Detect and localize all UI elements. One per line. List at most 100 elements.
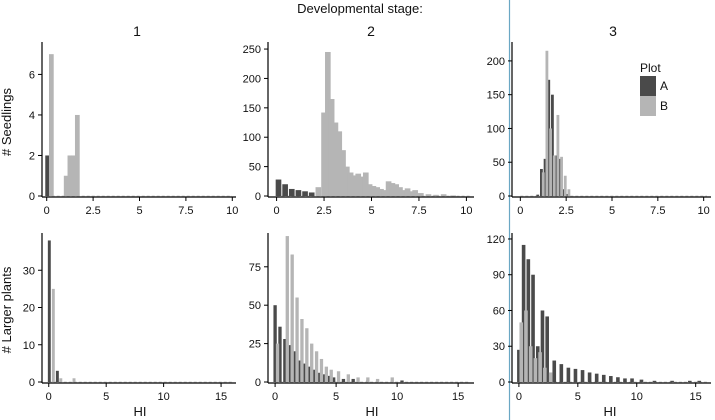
x-tick-label: 10 bbox=[158, 391, 170, 403]
bar-a bbox=[288, 345, 292, 382]
panel-larger-plants-stage-3: 0 30 60 90 120 0 5 10 15 bbox=[487, 233, 711, 403]
bar-a bbox=[312, 369, 316, 382]
bar-b bbox=[381, 190, 388, 196]
bar-a bbox=[559, 364, 564, 382]
panel-seedlings-stage-3: 0 50 100 150 200 0 2.5 5 7.5 10 bbox=[487, 42, 711, 217]
y-tick-label: 0 bbox=[29, 377, 35, 389]
bar-a bbox=[540, 168, 543, 196]
x-tick-label: 2.5 bbox=[559, 205, 574, 217]
bar-b bbox=[328, 99, 335, 196]
y-tick-label: 50 bbox=[249, 162, 261, 174]
bar-b bbox=[545, 50, 549, 196]
bar-a bbox=[543, 158, 547, 196]
bar-b bbox=[324, 366, 329, 382]
y-tick-label: 0 bbox=[255, 191, 261, 203]
y-tick-label: 250 bbox=[243, 44, 261, 56]
bar-b bbox=[310, 343, 314, 382]
bar-a bbox=[295, 190, 302, 196]
y-tick-label: 50 bbox=[249, 300, 261, 312]
bar-b bbox=[440, 194, 447, 196]
x-tick-label: 7.5 bbox=[650, 205, 665, 217]
bar-a bbox=[566, 367, 571, 382]
bar-a bbox=[45, 155, 50, 196]
bar-b bbox=[290, 254, 294, 382]
bar-a bbox=[288, 188, 295, 196]
bar-a bbox=[535, 346, 540, 382]
bar-b bbox=[63, 175, 69, 196]
bar-b bbox=[48, 54, 54, 196]
bar-b bbox=[528, 346, 533, 382]
bar-a bbox=[616, 377, 620, 382]
x-tick-label: 5 bbox=[103, 391, 109, 403]
x-axis-label-panel-2: HI bbox=[366, 404, 379, 419]
bar-b bbox=[319, 358, 324, 382]
bar-b bbox=[552, 155, 556, 196]
bar-a bbox=[278, 326, 282, 382]
x-tick-label: 0 bbox=[516, 391, 522, 403]
y-tick-label: 30 bbox=[23, 265, 35, 277]
y-tick-label: 0 bbox=[499, 377, 505, 389]
bar-a bbox=[558, 158, 562, 196]
x-tick-label: 15 bbox=[452, 391, 464, 403]
bar-a bbox=[307, 366, 311, 382]
bar-b bbox=[374, 187, 381, 196]
bar-a bbox=[302, 191, 308, 196]
bar-a bbox=[317, 372, 321, 382]
bar-a bbox=[562, 189, 565, 196]
bar-b bbox=[404, 188, 411, 196]
bar-a bbox=[332, 377, 336, 382]
bar-a bbox=[670, 380, 674, 382]
bar-b bbox=[538, 352, 542, 382]
panel-seedlings-stage-1: 0 2 4 6 0 2.5 5 7.5 10 bbox=[29, 42, 238, 217]
bar-b bbox=[549, 128, 552, 196]
bar-b bbox=[390, 377, 394, 382]
bar-b bbox=[375, 378, 380, 382]
bar-a bbox=[322, 374, 326, 382]
bar-b bbox=[541, 172, 545, 196]
bar-a bbox=[302, 363, 307, 382]
y-tick-label: 150 bbox=[487, 90, 505, 102]
bar-a bbox=[275, 179, 282, 196]
x-tick-label: 15 bbox=[690, 391, 702, 403]
bar-b bbox=[370, 186, 377, 196]
panel-larger-plants-stage-2: 0 25 50 75 0 5 10 15 bbox=[249, 233, 474, 403]
x-tick-label: 2.5 bbox=[316, 205, 331, 217]
legend: Plot A B bbox=[640, 61, 668, 116]
bar-a bbox=[565, 193, 569, 196]
legend-label-a: A bbox=[660, 79, 668, 93]
figure-title: Developmental stage: bbox=[297, 1, 423, 16]
bar-a bbox=[601, 374, 606, 382]
bar-a bbox=[697, 380, 702, 382]
bar-b bbox=[332, 122, 339, 196]
bar-b bbox=[366, 377, 370, 382]
bar-b bbox=[385, 181, 392, 196]
bar-b bbox=[433, 194, 439, 196]
y-tick-label: 150 bbox=[243, 103, 261, 115]
bar-b bbox=[59, 378, 63, 382]
bar-b bbox=[362, 172, 369, 196]
y-tick-label: 0 bbox=[29, 191, 35, 203]
bar-b bbox=[418, 193, 424, 196]
bar-b bbox=[356, 377, 360, 382]
bar-a bbox=[551, 94, 554, 196]
panel-seedlings-stage-2: 0 50 100 150 200 250 0 2.5 5 7.5 10 bbox=[243, 42, 474, 217]
bar-b bbox=[389, 183, 396, 196]
y-tick-label: 120 bbox=[487, 234, 505, 246]
x-tick-label: 10 bbox=[631, 391, 643, 403]
bar-b bbox=[300, 319, 304, 382]
y-tick-label: 200 bbox=[487, 56, 505, 68]
bar-a bbox=[282, 184, 288, 196]
bar-a bbox=[47, 240, 51, 382]
bar-a bbox=[55, 370, 59, 382]
x-tick-label: 0 bbox=[274, 205, 280, 217]
bar-a bbox=[292, 351, 297, 382]
bar-b bbox=[524, 310, 528, 382]
bar-a bbox=[517, 349, 521, 382]
bar-b bbox=[285, 236, 289, 382]
facet-label-1: 1 bbox=[133, 23, 141, 39]
facet-label-3: 3 bbox=[609, 23, 617, 39]
x-tick-label: 10 bbox=[226, 205, 238, 217]
bar-b bbox=[400, 190, 407, 196]
